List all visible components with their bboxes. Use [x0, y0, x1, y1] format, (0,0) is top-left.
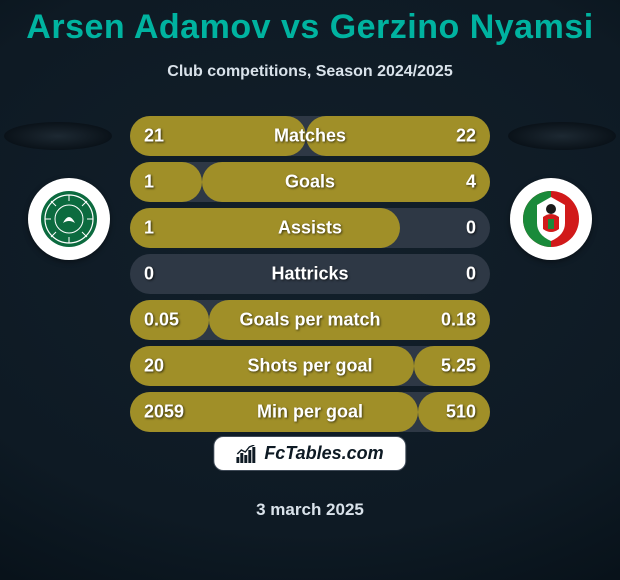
team1-logo: [28, 178, 110, 260]
subtitle: Club competitions, Season 2024/2025: [0, 63, 620, 81]
chart-icon: [236, 445, 256, 463]
stats-bars: 2122Matches 14Goals 10Assists 00Hattricks 0.…: [130, 116, 490, 438]
page-title: Arsen Adamov vs Gerzino Nyamsi: [0, 0, 620, 47]
stat-label: Matches: [130, 126, 490, 147]
stat-label: Goals: [130, 172, 490, 193]
team2-crest-icon: [521, 189, 581, 249]
stat-label: Assists: [130, 218, 490, 239]
stat-row: 205.25Shots per goal: [130, 346, 490, 386]
stat-row: 2122Matches: [130, 116, 490, 156]
stat-label: Shots per goal: [130, 356, 490, 377]
stat-row: 2059510Min per goal: [130, 392, 490, 432]
credit-badge: FcTables.com: [213, 436, 406, 471]
team2-logo: [510, 178, 592, 260]
comparison-infographic: Arsen Adamov vs Gerzino Nyamsi Club comp…: [0, 0, 620, 580]
date-text: 3 march 2025: [0, 500, 620, 520]
stat-row: 00Hattricks: [130, 254, 490, 294]
team1-logo-shadow: [4, 122, 112, 150]
stat-row: 14Goals: [130, 162, 490, 202]
stat-label: Goals per match: [130, 310, 490, 331]
team1-crest-icon: [39, 189, 99, 249]
stat-label: Hattricks: [130, 264, 490, 285]
stat-label: Min per goal: [130, 402, 490, 423]
credit-text: FcTables.com: [264, 443, 383, 464]
stat-row: 0.050.18Goals per match: [130, 300, 490, 340]
team2-logo-shadow: [508, 122, 616, 150]
stat-row: 10Assists: [130, 208, 490, 248]
